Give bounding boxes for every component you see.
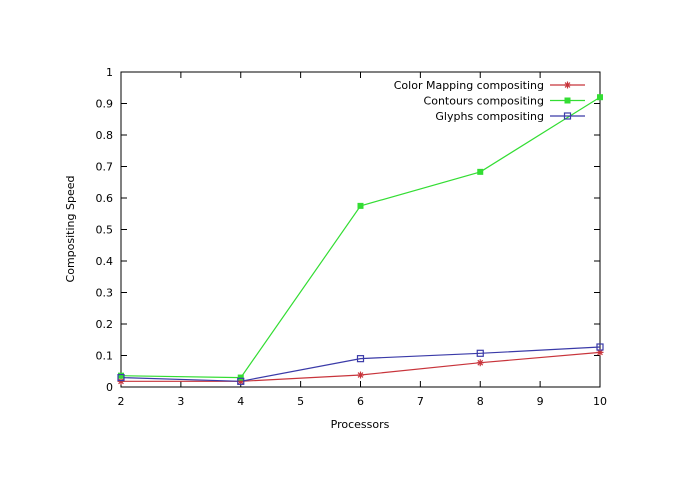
legend-label: Glyphs compositing — [435, 110, 544, 123]
data-point — [357, 371, 364, 379]
data-point — [117, 377, 125, 385]
x-tick-label: 4 — [237, 395, 244, 408]
y-tick-label: 0.8 — [96, 129, 114, 142]
data-point — [476, 349, 484, 357]
x-tick-label: 10 — [593, 395, 607, 408]
x-tick-labels: 2 3 4 5 6 7 8 9 10 — [118, 395, 608, 408]
x-axis-title: Processors — [331, 418, 390, 431]
x-tick-label: 3 — [177, 395, 184, 408]
x-tick-label: 8 — [477, 395, 484, 408]
y-axis-title: Compositing Speed — [64, 176, 77, 283]
y-tick-label: 0.3 — [96, 287, 114, 300]
data-point — [357, 202, 364, 209]
x-tick-label: 2 — [118, 395, 125, 408]
y-tick-labels: 0 0.1 0.2 0.3 0.4 0.5 0.6 0.7 0.8 0.9 1 — [96, 66, 114, 394]
y-tick-label: 0.1 — [96, 350, 114, 363]
data-point — [476, 359, 484, 367]
legend-label: Color Mapping compositing — [394, 79, 544, 92]
series-line-1 — [120, 96, 601, 379]
y-tick-label: 0.4 — [96, 255, 114, 268]
legend-label: Contours compositing — [424, 95, 544, 108]
y-tick-label: 0.6 — [96, 192, 114, 205]
legend: Color Mapping compositing Contours compos… — [394, 79, 585, 123]
y-tick-label: 0.2 — [96, 318, 114, 331]
data-point — [596, 343, 604, 351]
data-point — [118, 372, 124, 379]
data-point — [597, 94, 603, 101]
x-tick-label: 7 — [417, 395, 424, 408]
legend-marker — [564, 97, 571, 104]
series-lines — [120, 96, 601, 382]
data-point — [596, 348, 604, 356]
y-tick-label: 0 — [106, 381, 113, 394]
data-point — [356, 355, 365, 363]
y-tick-label: 0.7 — [96, 161, 114, 174]
x-tick-label: 6 — [357, 395, 364, 408]
data-point — [237, 374, 244, 381]
legend-marker — [563, 112, 572, 120]
axis-ticks — [120, 71, 601, 388]
y-tick-label: 0.5 — [96, 224, 114, 237]
data-point — [117, 373, 125, 382]
x-tick-label: 9 — [537, 395, 544, 408]
y-tick-label: 0.9 — [96, 98, 114, 111]
data-point — [237, 377, 245, 385]
legend-marker — [564, 81, 571, 89]
x-tick-label: 5 — [297, 395, 304, 408]
series-markers — [117, 94, 604, 385]
y-tick-label: 1 — [106, 66, 113, 79]
data-point — [477, 168, 484, 175]
series-line-2 — [120, 346, 601, 382]
